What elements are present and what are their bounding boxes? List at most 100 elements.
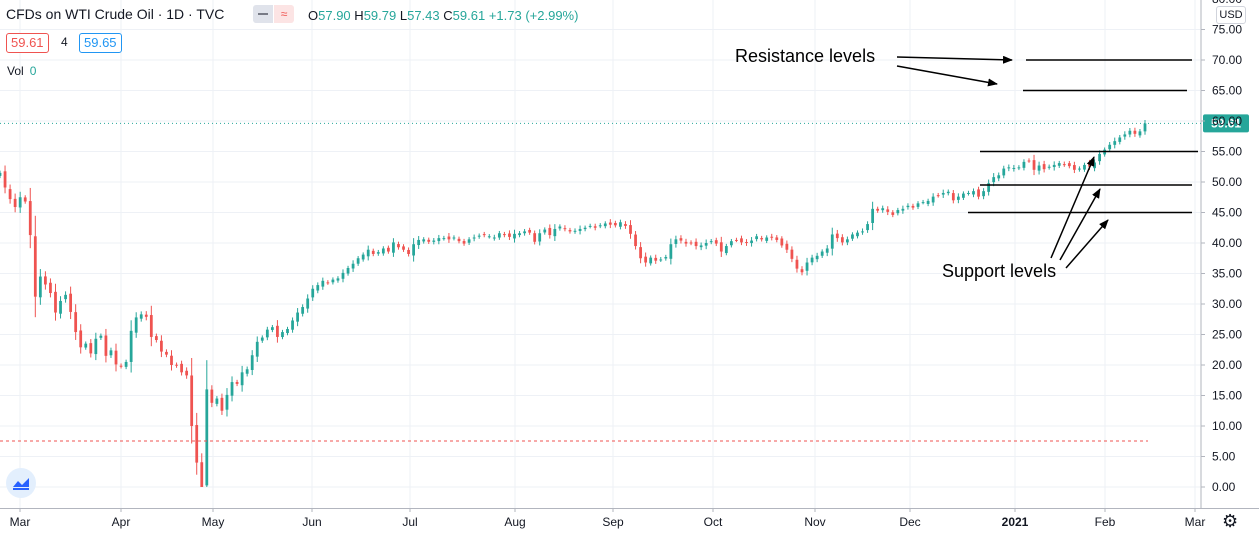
chart-toggle[interactable]: ≈ [253,5,297,23]
volume-legend: Vol 0 [7,64,36,78]
time-tick-label: 2021 [1002,515,1029,529]
candle-body [820,251,824,256]
candle [437,234,441,245]
candle-body [54,291,57,313]
candle-body [780,238,784,246]
candle [114,343,118,372]
support-arrow [1050,156,1095,259]
candle-body [911,205,915,208]
support-arrow [1065,219,1109,269]
candle [825,245,829,257]
candle-body [129,330,133,362]
candle-body [291,320,294,330]
candle-body [543,229,547,233]
candle-body [538,233,542,242]
candle-body [23,197,27,202]
candle [54,283,57,321]
candle [916,201,920,210]
low-value: 57.43 [407,8,440,23]
candle-body [977,189,980,197]
candle-body [704,243,708,246]
price-tick-label: 70.00 [1212,53,1242,67]
symbol-title[interactable]: CFDs on WTI Crude Oil · 1D · TVC [6,6,225,22]
candle-body [235,382,239,384]
candle [714,237,718,247]
candle-body [684,241,688,244]
candle-body [185,370,189,376]
candle [457,236,461,244]
candle [59,296,62,319]
candle [830,227,834,256]
candle-body [482,234,486,236]
candle [1113,137,1117,149]
candle-body [487,236,491,238]
candle-body [139,314,143,319]
candle-body [175,364,178,366]
candle [397,241,400,250]
minus-icon[interactable] [253,5,273,23]
candle [608,219,612,229]
candle [18,191,22,213]
candle-body [730,241,733,246]
high-value: 59.79 [363,8,397,23]
candle [528,227,532,235]
candle-body [508,233,511,237]
candle-body [392,242,395,253]
candle [94,332,98,361]
annotation-overlays: 59.61 [0,55,1249,442]
candle-body [608,222,612,225]
candle-body [407,249,410,254]
candle [255,336,259,362]
candle [946,189,950,196]
candle [730,238,733,248]
candle [149,305,153,347]
currency-button[interactable]: USD [1216,6,1246,24]
candle-body [1123,134,1127,137]
time-tick-label: Aug [504,515,525,529]
candle [28,187,32,249]
volume-value: 0 [29,64,37,78]
candle [260,335,264,343]
candle-body [144,314,148,317]
time-axis: Mar Apr May Jun Jul Aug Sep Oct Nov Dec 2021 Feb Mar [10,508,1205,529]
candle [634,231,637,250]
candle-body [876,208,880,211]
time-tick-label: Dec [899,515,920,529]
candle-body [1017,167,1021,169]
time-tick-label: May [202,515,225,529]
candle-body [982,191,985,197]
candle-body [962,193,965,198]
candle [613,220,617,228]
candle [165,349,168,358]
candle [462,238,466,246]
candle [175,362,178,368]
approx-icon[interactable]: ≈ [274,5,294,23]
candle [412,238,415,262]
candle-body [301,307,305,314]
candle-body [1037,165,1041,171]
open-label: O [308,8,319,23]
candle-body [770,236,774,238]
candle [508,230,511,241]
candle-body [200,462,204,487]
candle-body [417,239,421,246]
candle [154,333,158,343]
sell-price-button[interactable]: 59.61 [6,33,49,53]
candle-body [276,325,279,337]
gear-icon[interactable]: ⚙ [1222,511,1239,531]
candle [119,363,123,369]
candle-body [331,279,335,283]
candle [311,285,315,301]
candle-body [210,389,214,403]
candle [876,206,880,213]
candle [99,333,103,341]
support-arrow [1059,188,1101,261]
candle [861,228,864,235]
candle-body [0,172,2,176]
buy-price-button[interactable]: 59.65 [79,33,122,53]
candle [755,233,758,242]
tradingview-logo-icon[interactable] [6,468,36,498]
candle [931,193,935,206]
candle [3,165,7,194]
